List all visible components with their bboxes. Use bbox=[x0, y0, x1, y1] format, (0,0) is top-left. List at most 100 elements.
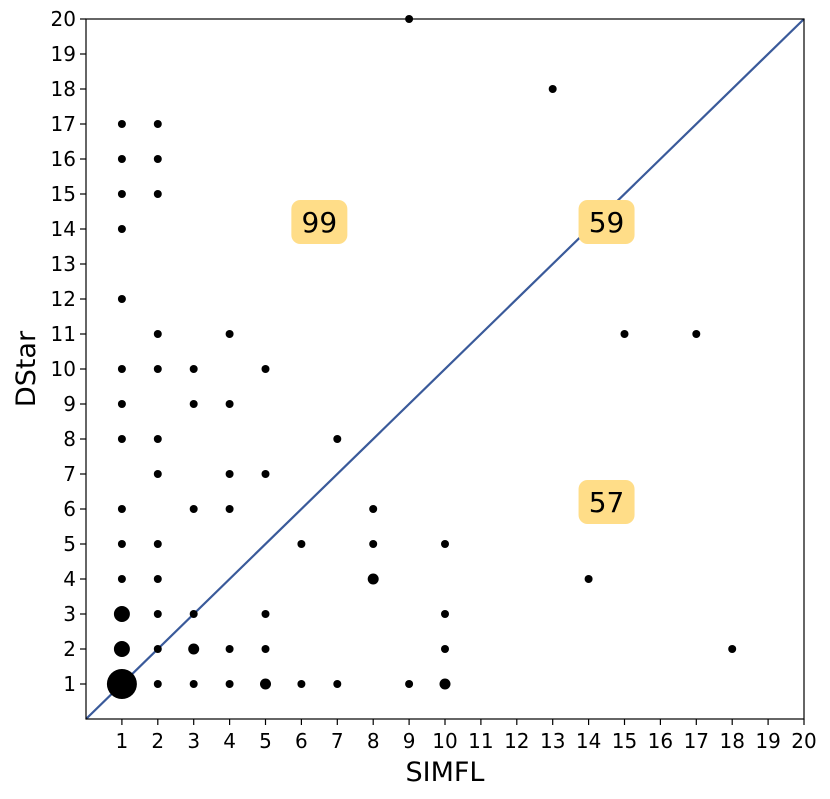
data-point bbox=[225, 400, 234, 408]
data-point bbox=[189, 400, 198, 408]
y-tick-label: 10 bbox=[51, 357, 76, 381]
y-tick-label: 7 bbox=[63, 462, 76, 486]
data-point bbox=[728, 645, 737, 653]
y-tick-label: 20 bbox=[51, 7, 76, 31]
x-tick-label: 10 bbox=[432, 729, 457, 753]
y-tick-label: 18 bbox=[51, 77, 76, 101]
diagonal-line bbox=[85, 18, 805, 720]
data-point bbox=[189, 505, 198, 513]
data-point bbox=[153, 120, 162, 128]
data-point bbox=[106, 669, 137, 699]
x-tick-label: 8 bbox=[367, 729, 380, 753]
x-tick-label: 5 bbox=[259, 729, 272, 753]
data-point bbox=[297, 540, 306, 548]
count-annotation-box bbox=[578, 480, 635, 524]
data-point bbox=[441, 540, 449, 548]
data-point bbox=[117, 155, 126, 163]
data-point bbox=[153, 365, 162, 373]
data-point bbox=[189, 610, 198, 618]
data-point bbox=[153, 610, 162, 618]
x-tick-label: 11 bbox=[468, 729, 493, 753]
y-tick-label: 19 bbox=[51, 42, 76, 66]
x-axis-label: SIMFL bbox=[406, 757, 485, 788]
y-tick-label: 13 bbox=[51, 252, 76, 276]
count-annotation: 99 bbox=[291, 200, 348, 244]
data-point bbox=[117, 120, 126, 128]
y-tick-label: 15 bbox=[51, 182, 76, 206]
data-point bbox=[113, 641, 130, 657]
x-tick-label: 15 bbox=[612, 729, 637, 753]
y-axis-label: DStar bbox=[11, 330, 42, 407]
x-tick-label: 9 bbox=[403, 729, 416, 753]
data-point bbox=[225, 680, 234, 688]
data-point bbox=[117, 295, 126, 303]
data-point bbox=[261, 610, 270, 618]
data-point bbox=[153, 155, 162, 163]
data-point bbox=[153, 470, 162, 478]
x-tick-label: 6 bbox=[295, 729, 308, 753]
data-point bbox=[117, 400, 126, 408]
data-point bbox=[297, 680, 306, 688]
y-tick-label: 6 bbox=[63, 497, 76, 521]
data-point bbox=[113, 606, 130, 622]
data-point bbox=[260, 678, 271, 690]
x-tick-label: 2 bbox=[151, 729, 164, 753]
data-point bbox=[333, 435, 342, 443]
data-point bbox=[620, 330, 629, 338]
data-point bbox=[405, 680, 414, 688]
y-tick-label: 17 bbox=[51, 112, 76, 136]
y-tick-label: 2 bbox=[63, 637, 76, 661]
count-annotation-box bbox=[578, 200, 635, 244]
data-point bbox=[117, 225, 126, 233]
data-point bbox=[117, 435, 126, 443]
data-point bbox=[692, 330, 701, 338]
data-point bbox=[153, 680, 162, 688]
x-tick-label: 17 bbox=[684, 729, 709, 753]
data-point bbox=[188, 643, 200, 655]
y-tick-label: 3 bbox=[63, 602, 76, 626]
x-tick-label: 1 bbox=[116, 729, 129, 753]
y-tick-label: 1 bbox=[63, 672, 76, 696]
x-tick-label: 13 bbox=[540, 729, 565, 753]
data-point bbox=[225, 330, 234, 338]
data-point bbox=[261, 645, 270, 653]
data-point bbox=[189, 365, 198, 373]
y-tick-label: 4 bbox=[63, 567, 76, 591]
data-point bbox=[117, 575, 126, 583]
y-tick-label: 8 bbox=[63, 427, 76, 451]
data-point bbox=[189, 680, 198, 688]
data-point bbox=[225, 505, 234, 513]
data-point bbox=[584, 575, 593, 583]
x-tick-label: 14 bbox=[576, 729, 601, 753]
x-tick-label: 20 bbox=[791, 729, 816, 753]
count-annotation: 59 bbox=[578, 200, 635, 244]
count-annotation-text: 99 bbox=[302, 206, 338, 239]
data-point bbox=[367, 573, 379, 585]
x-tick-label: 3 bbox=[187, 729, 200, 753]
data-point bbox=[369, 540, 378, 548]
data-point bbox=[153, 435, 162, 443]
y-tick-label: 14 bbox=[51, 217, 76, 241]
data-point bbox=[153, 575, 162, 583]
y-tick-label: 12 bbox=[51, 287, 76, 311]
data-point bbox=[153, 645, 162, 653]
points-group bbox=[106, 15, 737, 699]
annotations-group: 99 59 57 bbox=[291, 200, 635, 524]
data-point bbox=[333, 680, 342, 688]
data-point bbox=[439, 678, 451, 690]
x-tick-label: 7 bbox=[331, 729, 344, 753]
count-annotation-box bbox=[291, 200, 348, 244]
data-point bbox=[261, 470, 270, 478]
y-tick-label: 9 bbox=[63, 392, 76, 416]
count-annotation-text: 59 bbox=[589, 206, 625, 239]
data-point bbox=[261, 365, 270, 373]
data-point bbox=[117, 540, 126, 548]
y-tick-label: 16 bbox=[51, 147, 76, 171]
data-point bbox=[153, 330, 162, 338]
axes-group: 1 2 3 4 5 6 7 8 9 10 11 12 13 14 15 16 17 18 19 20123456789… bbox=[51, 7, 817, 753]
data-point bbox=[117, 505, 126, 513]
y-tick-label: 11 bbox=[51, 322, 76, 346]
y-tick-label: 5 bbox=[63, 532, 76, 556]
